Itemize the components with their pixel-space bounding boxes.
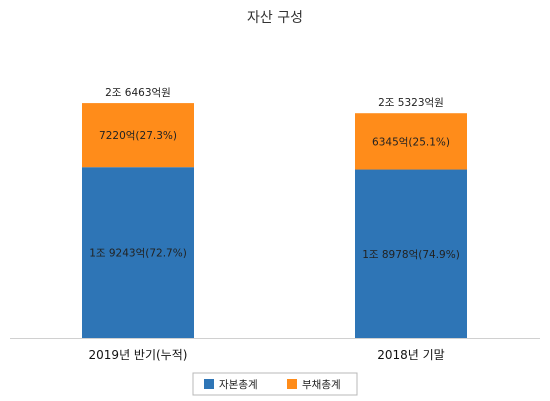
x-category-label: 2019년 반기(누적) bbox=[89, 348, 188, 362]
legend-box bbox=[192, 372, 358, 396]
legend-entry-label[interactable]: 부채총계 bbox=[302, 379, 341, 391]
segment-value-label: 1조 9243억(72.7%) bbox=[89, 248, 187, 260]
bar-segment bbox=[82, 167, 194, 338]
bar-segment bbox=[355, 113, 467, 170]
plot-area: 1조 9243억(72.7%) 7220억(27.3%) 2조 6463억원 2019… bbox=[10, 87, 540, 362]
legend: 자본총계 부채총계 bbox=[192, 372, 358, 396]
legend-swatch bbox=[287, 379, 297, 389]
segment-value-label: 7220억(27.3%) bbox=[99, 130, 177, 142]
chart-title: 자산 구성 bbox=[247, 10, 303, 26]
segment-value-label: 6345억(25.1%) bbox=[372, 136, 450, 148]
bar-total-label: 2조 5323억원 bbox=[378, 97, 444, 109]
bar-total-label: 2조 6463억원 bbox=[105, 87, 171, 99]
bar-segment bbox=[82, 103, 194, 168]
legend-entry-label[interactable]: 자본총계 bbox=[219, 379, 258, 391]
bar-segment bbox=[355, 169, 467, 338]
segment-value-label: 1조 8978억(74.9%) bbox=[362, 249, 460, 261]
x-category-label: 2018년 기말 bbox=[377, 348, 444, 362]
legend-swatch bbox=[204, 379, 214, 389]
